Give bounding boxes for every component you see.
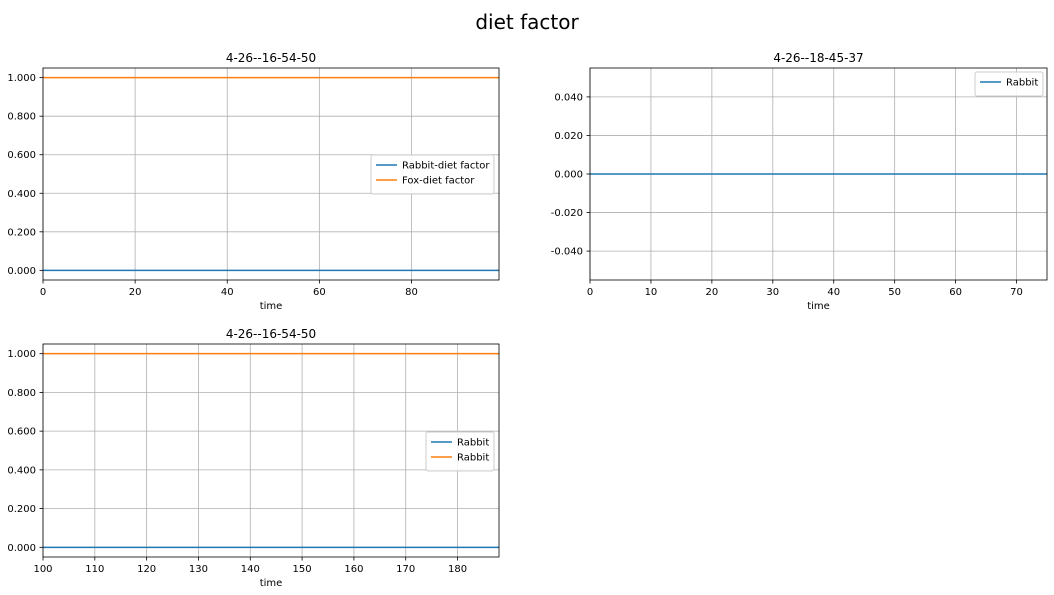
x-tick-label: 180 — [448, 564, 467, 575]
y-tick-label: 0.600 — [7, 427, 36, 438]
axes-frame — [42, 67, 500, 281]
x-tick-label: 10 — [645, 287, 658, 298]
chart-title: 4-26--18-45-37 — [773, 51, 863, 65]
y-tick-label: 0.200 — [7, 504, 36, 515]
x-tick-label: 70 — [1010, 287, 1023, 298]
x-tick-label: 0 — [587, 287, 593, 298]
y-tick-label: 0.000 — [7, 266, 36, 277]
x-tick-label: 150 — [293, 564, 312, 575]
x-tick-label: 0 — [40, 287, 46, 298]
axes-frame — [42, 343, 500, 558]
legend-label: Rabbit-diet factor — [402, 161, 490, 172]
legend-label: Fox-diet factor — [402, 176, 475, 187]
y-tick-label: 0.040 — [554, 92, 583, 103]
figure-title: diet factor — [475, 10, 579, 34]
chart-title: 4-26--16-54-50 — [226, 51, 316, 65]
x-tick-label: 40 — [827, 287, 840, 298]
y-tick-label: 0.600 — [7, 150, 36, 161]
x-tick-label: 50 — [888, 287, 901, 298]
y-tick-label: -0.020 — [551, 208, 583, 219]
chart-title: 4-26--16-54-50 — [226, 327, 316, 341]
y-tick-label: -0.040 — [551, 247, 583, 258]
y-tick-label: 0.200 — [7, 227, 36, 238]
y-tick-label: 1.000 — [7, 73, 36, 84]
y-tick-label: 0.020 — [554, 131, 583, 142]
x-tick-label: 100 — [33, 564, 52, 575]
x-tick-label: 20 — [129, 287, 142, 298]
legend-box — [974, 71, 1044, 97]
x-tick-label: 60 — [313, 287, 326, 298]
x-tick-label: 80 — [405, 287, 418, 298]
x-tick-label: 170 — [396, 564, 415, 575]
x-tick-label: 140 — [241, 564, 260, 575]
x-tick-label: 120 — [137, 564, 156, 575]
legend-label: Rabbit — [457, 438, 489, 449]
y-tick-label: 0.400 — [7, 189, 36, 200]
legend-label: Rabbit — [1006, 78, 1038, 89]
x-axis-label: time — [260, 578, 283, 589]
y-tick-label: 0.000 — [7, 543, 36, 554]
x-tick-label: 160 — [344, 564, 363, 575]
x-tick-label: 40 — [221, 287, 234, 298]
plot-area — [43, 344, 499, 557]
x-axis-label: time — [260, 301, 283, 312]
x-axis-label: time — [807, 301, 830, 312]
legend-box — [370, 154, 495, 195]
x-tick-label: 20 — [705, 287, 718, 298]
legend-label: Rabbit — [457, 453, 489, 464]
y-tick-label: 1.000 — [7, 349, 36, 360]
y-tick-label: 0.800 — [7, 388, 36, 399]
y-tick-label: 0.400 — [7, 465, 36, 476]
x-tick-label: 110 — [85, 564, 104, 575]
x-tick-label: 30 — [766, 287, 779, 298]
y-tick-label: 0.800 — [7, 112, 36, 123]
x-tick-label: 60 — [949, 287, 962, 298]
y-tick-label: 0.000 — [554, 170, 583, 181]
x-tick-label: 130 — [189, 564, 208, 575]
